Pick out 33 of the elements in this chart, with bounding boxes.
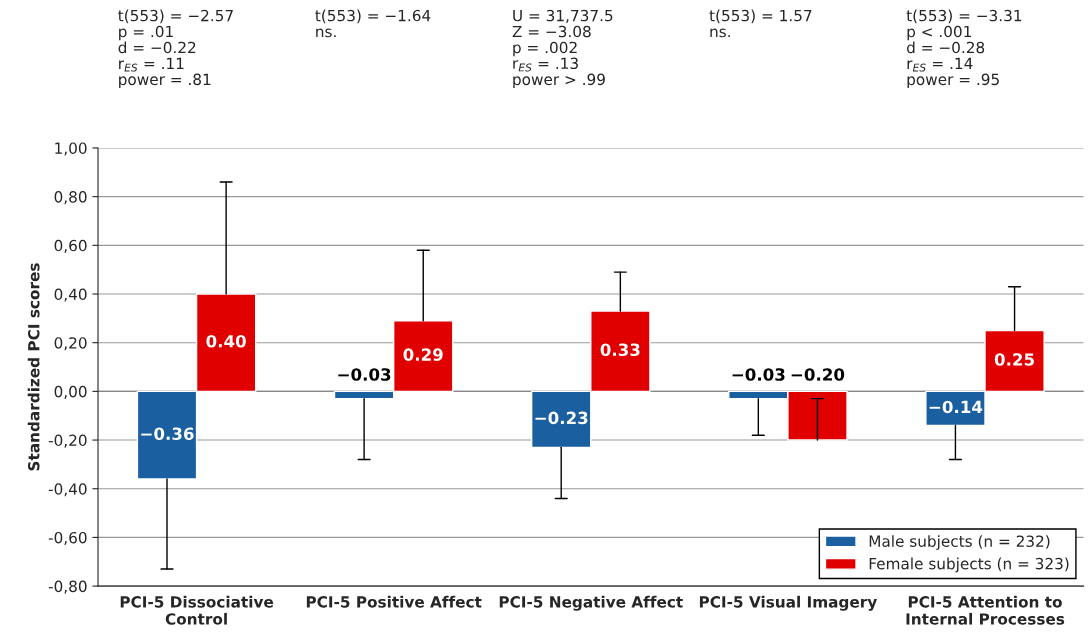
data-label: −0.03 (732, 368, 785, 381)
y-tick-label: -0,80 (48, 580, 87, 594)
text: t(553) = 1.57 ns. (709, 9, 812, 38)
x-tick-label: PCI-5 Negative Affect (499, 595, 683, 611)
x-tick-label: PCI-5 Positive Affect (306, 595, 482, 608)
text: t(553) = −1.64 ns. (315, 9, 431, 38)
y-tick-label: -0,40 (48, 483, 87, 497)
data-label: −0.03 (338, 368, 391, 381)
text: U = 31,737.5 Z = −3.08 p = .002 r$_{ES}$ = .13 power > .99 (512, 9, 613, 89)
text: t(553) = −2.57 p = .01 d = −0.22 r$_{ES}$ = .11 power = .81 (118, 9, 233, 89)
x-tick-label: PCI-5 Dissociative Control (120, 595, 274, 625)
y-axis-title: Standardized PCI scores (27, 263, 40, 471)
y-tick-label: 1,00 (55, 142, 87, 156)
data-label: 0.40 (206, 334, 246, 348)
data-label: −0.14 (929, 400, 983, 414)
legend-label: Female subjects (n = 323) (869, 557, 1069, 573)
y-tick-label: 0,00 (54, 385, 87, 399)
y-tick-label: -0,20 (48, 434, 87, 448)
y-tick-label: 0,40 (54, 288, 87, 302)
legend-label: Male subjects (n = 232) (869, 535, 1050, 550)
data-label: −0.20 (791, 368, 845, 381)
text: t(553) = −3.31 p < .001 d = −0.28 r$_{ES}$ = .14 power = .95 (906, 9, 1022, 89)
y-tick-label: 0,80 (54, 191, 87, 205)
x-tick-label: PCI-5 Attention to Internal Processes (906, 595, 1065, 625)
x-tick-label: PCI-5 Visual Imagery (699, 595, 877, 611)
y-tick-label: 0,60 (54, 239, 87, 253)
data-label: 0.25 (994, 353, 1034, 366)
y-tick-label: 0,20 (54, 337, 87, 351)
data-label: 0.29 (403, 348, 443, 361)
data-label: −0.36 (141, 427, 194, 441)
y-tick-label: -0,60 (48, 531, 87, 545)
data-label: 0.33 (600, 343, 640, 357)
data-label: −0.23 (535, 411, 588, 425)
